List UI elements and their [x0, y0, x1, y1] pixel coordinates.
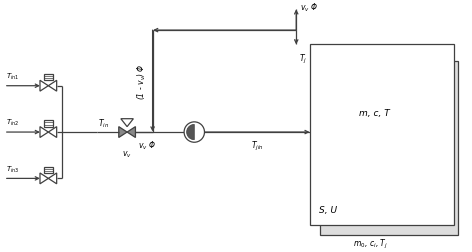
Polygon shape [48, 81, 57, 92]
Text: m, c, T: m, c, T [359, 109, 390, 118]
Polygon shape [48, 173, 57, 184]
Text: T$_{jin}$: T$_{jin}$ [251, 139, 264, 152]
Polygon shape [119, 127, 127, 138]
Text: T$_j$: T$_j$ [299, 53, 307, 66]
Text: T$_{in3}$: T$_{in3}$ [6, 164, 20, 174]
Text: T$_{in2}$: T$_{in2}$ [6, 118, 20, 128]
Text: T$_{in}$: T$_{in}$ [98, 117, 109, 129]
Bar [44, 75, 53, 81]
Bar [320, 61, 457, 235]
Text: T$_{in1}$: T$_{in1}$ [6, 72, 20, 82]
Polygon shape [186, 125, 194, 140]
Polygon shape [40, 81, 48, 92]
Text: v$_v$ Φ: v$_v$ Φ [300, 2, 318, 14]
Text: (1 - v$_v$) Φ: (1 - v$_v$) Φ [135, 64, 148, 100]
Polygon shape [40, 127, 48, 138]
Polygon shape [40, 173, 48, 184]
Polygon shape [48, 127, 57, 138]
Text: m$_0$, c$_i$, T$_j$: m$_0$, c$_i$, T$_j$ [353, 237, 388, 250]
Text: v$_v$ Φ: v$_v$ Φ [138, 139, 156, 151]
Bar [44, 121, 53, 127]
Circle shape [184, 122, 204, 143]
Polygon shape [127, 127, 135, 138]
Text: v$_v$: v$_v$ [122, 149, 132, 159]
Polygon shape [121, 119, 134, 127]
Bar [44, 167, 53, 173]
Text: S, U: S, U [320, 206, 337, 214]
Bar [310, 45, 454, 225]
